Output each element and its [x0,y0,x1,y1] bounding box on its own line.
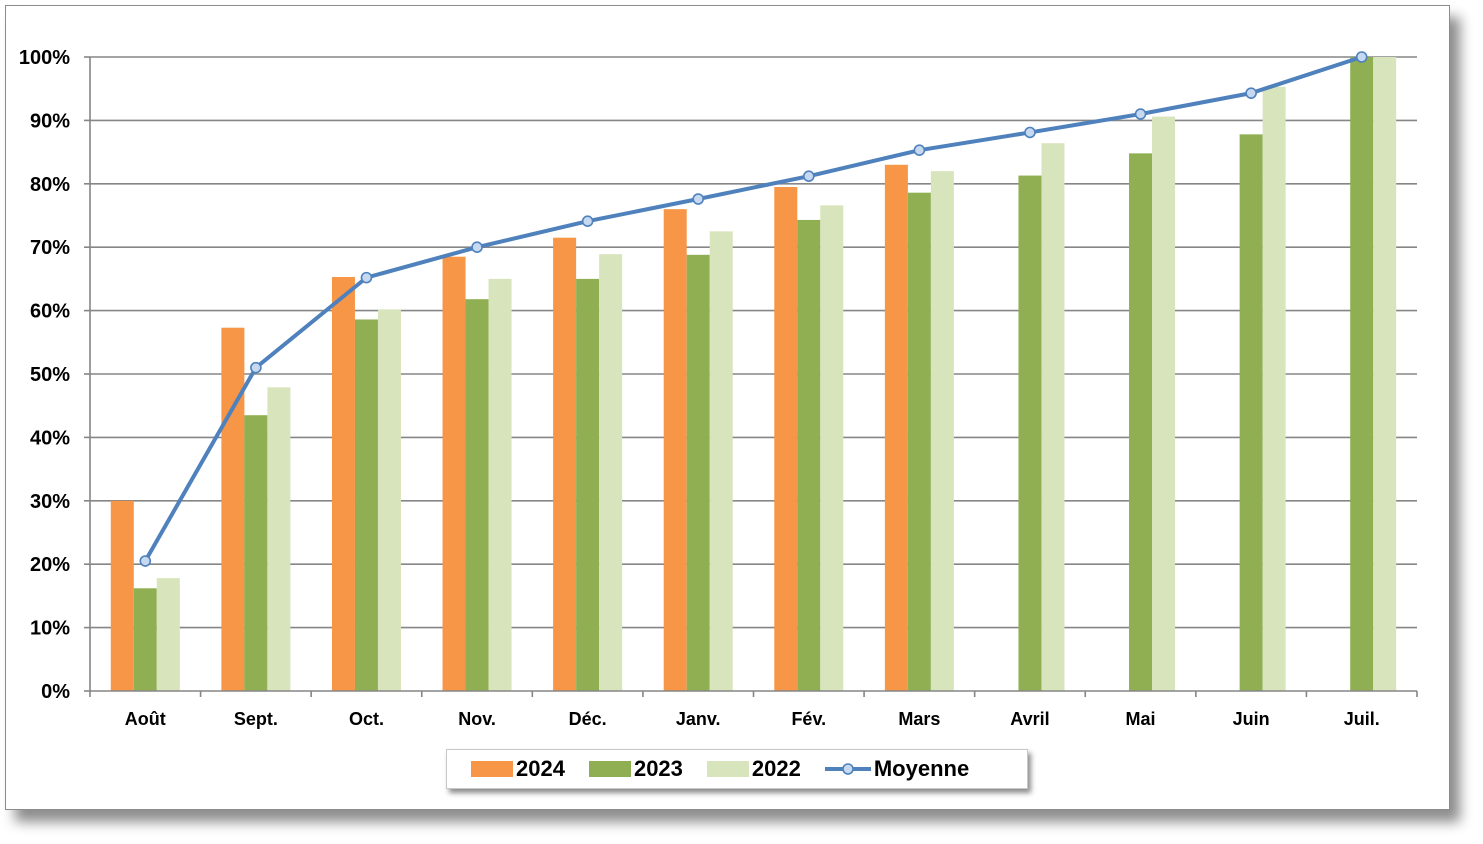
x-tick-label: Avril [1010,709,1049,729]
y-tick-label: 10% [30,618,70,640]
legend-label-2024: 2024 [516,756,565,781]
x-tick-label: Août [125,709,166,729]
legend-swatch-2024 [471,761,513,777]
point-Moyenne-8 [1024,126,1036,139]
bar-2023-7 [907,192,931,691]
point-Moyenne-0 [139,555,152,567]
average-line [139,51,1368,567]
bar-2024-3 [442,256,466,691]
legend-line-moyenne [824,763,871,775]
line-Moyenne [143,55,1363,563]
bar-2022-10 [1262,86,1286,692]
point-Moyenne-10 [1245,87,1257,99]
x-tick-label: Nov. [458,709,496,729]
bar-2022-11 [1373,57,1397,691]
bar-2024-6 [774,186,798,691]
y-tick-label: 30% [30,491,70,513]
y-tick-label: 60% [30,301,70,323]
bar-2024-7 [884,164,908,691]
legend-item-2023: 2023 [588,756,683,782]
y-tick-label: 80% [30,174,70,196]
legend-label-moyenne: Moyenne [873,756,970,781]
x-tick-label: Juin [1233,709,1270,729]
y-tick-label: 70% [30,237,70,259]
bar-2023-3 [465,299,489,691]
bar-2024-4 [553,237,577,691]
y-tick-label: 100% [19,47,70,69]
y-tick-label: 50% [30,364,70,386]
point-Moyenne-11 [1355,51,1368,63]
bar-2024-2 [331,276,355,691]
legend-item-2022: 2022 [706,756,801,782]
point-Moyenne-5 [692,193,705,205]
tick-labels: 0% 10% 20% 30% 40% 50% 60% 70% 80% 90% 100% Août Sep… [19,47,1380,729]
bar-2023-5 [686,254,710,692]
bar-2023-10 [1239,134,1263,691]
point-Moyenne-3 [471,241,483,253]
bar-2022-8 [1041,143,1065,691]
bar-2023-2 [354,319,378,691]
y-tick-label: 20% [30,554,70,576]
x-tick-label: Janv. [676,709,721,729]
bar-2023-9 [1129,153,1153,692]
bar-2024-5 [663,209,687,691]
bar-2022-4 [599,254,623,691]
y-tick-label: 90% [30,110,70,132]
bar-2022-9 [1152,116,1176,691]
legend-swatch-2022 [706,761,749,777]
x-tick-label: Déc. [569,709,607,729]
bar-2022-1 [267,387,291,691]
x-tick-label: Mai [1126,709,1156,729]
bar-2023-4 [576,278,600,691]
x-tick-label: Juil. [1344,709,1380,729]
point-Moyenne-4 [581,215,594,228]
y-tick-label: 40% [30,427,70,449]
bar-2022-2 [377,309,401,691]
bar-2022-3 [488,278,512,691]
bar-2022-0 [156,578,180,691]
legend-swatch-2023 [588,761,631,777]
x-tick-label: Sept. [234,709,278,729]
point-Moyenne-6 [802,170,815,182]
bar-2024-0 [110,500,134,691]
bar-2023-11 [1350,57,1374,691]
bar-2023-0 [133,588,157,691]
point-Moyenne-9 [1134,108,1147,120]
legend-item-moyenne: Moyenne [824,756,970,782]
legend-label-2022: 2022 [751,756,801,781]
bar-2023-6 [797,219,821,692]
point-Moyenne-7 [913,144,926,156]
point-Moyenne-1 [250,361,262,374]
bar-2023-1 [244,415,268,691]
axes [84,56,1418,697]
x-tick-label: Oct. [349,709,384,729]
y-tick-label: 0% [41,681,70,703]
bar-2023-8 [1018,175,1042,692]
x-tick-label: Fév. [791,709,826,729]
legend-item-2024: 2024 [471,756,565,782]
legend-label-2023: 2023 [633,756,683,781]
bar-2022-6 [820,205,844,691]
bar-2022-7 [930,171,954,691]
bar-2024-1 [221,327,245,691]
bars [110,57,1397,692]
x-tick-label: Mars [898,709,940,729]
point-Moyenne-2 [360,271,373,284]
gridlines [90,56,1417,629]
bar-2022-5 [709,231,733,691]
legend: 2024 2023 2022 Moyenne [446,749,1028,789]
